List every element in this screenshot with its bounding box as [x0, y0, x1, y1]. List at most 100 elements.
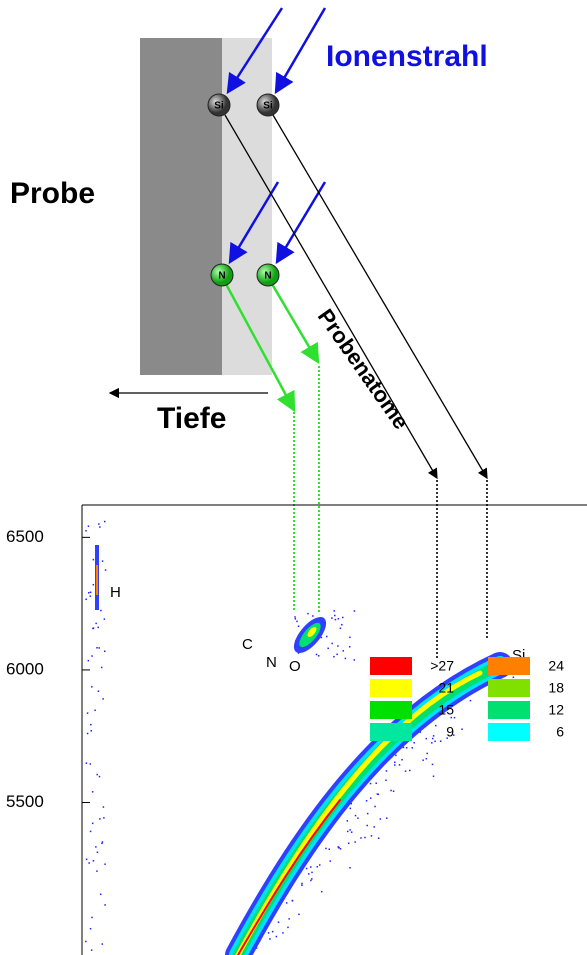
- legend-label: 6: [556, 724, 564, 740]
- dot: [432, 764, 434, 766]
- dot: [88, 862, 90, 864]
- legend-label: 18: [548, 680, 564, 696]
- legend-label: >27: [430, 658, 454, 674]
- dot: [386, 817, 388, 819]
- dot: [292, 900, 294, 902]
- dot: [395, 755, 397, 757]
- dot: [91, 655, 93, 657]
- dot: [294, 616, 296, 618]
- dot: [269, 938, 271, 940]
- atom-label: Si: [263, 101, 273, 112]
- dot: [91, 917, 93, 919]
- dot: [349, 829, 351, 831]
- dot: [399, 764, 401, 766]
- beam-label: Ionenstrahl: [326, 40, 488, 73]
- dot: [378, 837, 380, 839]
- dot: [370, 797, 372, 799]
- dot: [413, 742, 415, 744]
- dot: [440, 740, 442, 742]
- dot: [301, 885, 303, 887]
- dot: [88, 660, 90, 662]
- dot: [385, 780, 387, 782]
- dot: [433, 735, 435, 737]
- dot: [513, 677, 515, 679]
- dot: [326, 636, 328, 638]
- dot: [90, 592, 92, 594]
- atom-label: Si: [214, 101, 224, 112]
- dot: [433, 776, 435, 778]
- y-axis: 650060005500: [6, 527, 90, 811]
- dot: [93, 860, 95, 862]
- dot: [298, 626, 300, 628]
- depth-label: Tiefe: [157, 402, 226, 435]
- dot: [366, 825, 368, 827]
- dot: [99, 526, 101, 528]
- dot: [311, 872, 313, 874]
- dot: [401, 759, 403, 761]
- dot: [342, 617, 344, 619]
- dot: [330, 860, 332, 862]
- dot: [366, 800, 368, 802]
- dot: [288, 918, 290, 920]
- dot: [434, 741, 436, 743]
- dot: [90, 595, 92, 597]
- dot: [86, 859, 88, 861]
- dot: [97, 627, 99, 629]
- legend-label: 12: [548, 702, 564, 718]
- dot: [360, 837, 362, 839]
- dot: [426, 758, 428, 760]
- y-tick-label: 5500: [6, 792, 44, 811]
- dot: [334, 615, 336, 617]
- dot: [100, 894, 102, 896]
- dot: [374, 826, 376, 828]
- legend-swatch: [370, 723, 412, 741]
- dot: [96, 870, 98, 872]
- dot: [311, 878, 313, 880]
- legend-swatch: [370, 657, 412, 675]
- sample-bulk: [140, 38, 222, 375]
- dot: [103, 817, 105, 819]
- dot: [333, 610, 335, 612]
- dot: [100, 610, 102, 612]
- dot: [287, 927, 289, 929]
- atom-label: N: [218, 271, 225, 282]
- dot: [98, 647, 100, 649]
- legend-swatch: [488, 679, 530, 697]
- dot: [306, 868, 308, 870]
- dot: [91, 730, 93, 732]
- dot: [364, 837, 366, 839]
- legend-label: 9: [446, 724, 454, 740]
- dot: [101, 667, 103, 669]
- dot: [276, 936, 278, 938]
- dot: [103, 806, 105, 808]
- dot: [318, 655, 320, 657]
- dot: [327, 648, 329, 650]
- dot: [426, 753, 428, 755]
- dot: [374, 806, 376, 808]
- legend-label: 24: [548, 658, 564, 674]
- dot: [312, 615, 314, 617]
- legend-label: 21: [438, 680, 454, 696]
- dot: [432, 738, 434, 740]
- si-band: [238, 665, 500, 955]
- atom-label: N: [264, 271, 271, 282]
- dot: [310, 866, 312, 868]
- dot: [88, 592, 90, 594]
- dot: [282, 932, 284, 934]
- dot: [386, 770, 388, 772]
- dot: [102, 943, 104, 945]
- dot: [377, 793, 379, 795]
- dot: [435, 725, 437, 727]
- dot: [371, 835, 373, 837]
- dot: [87, 733, 89, 735]
- dot: [426, 738, 428, 740]
- dot: [86, 762, 88, 764]
- dot: [357, 817, 359, 819]
- dot: [331, 617, 333, 619]
- dot: [98, 690, 100, 692]
- dot: [278, 921, 280, 923]
- dot: [355, 815, 357, 817]
- dot: [333, 656, 335, 658]
- dot: [296, 621, 298, 623]
- dot: [295, 618, 297, 620]
